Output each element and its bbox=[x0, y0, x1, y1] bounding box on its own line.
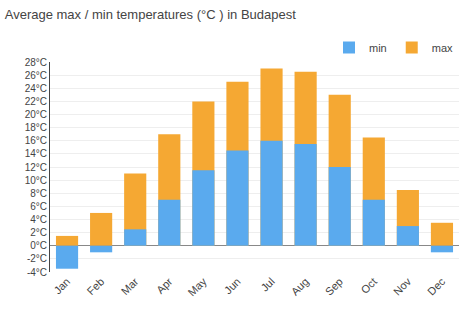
svg-text:Dec: Dec bbox=[425, 275, 448, 298]
svg-text:26°C: 26°C bbox=[25, 70, 47, 81]
svg-text:28°C: 28°C bbox=[25, 57, 47, 68]
svg-text:Jan: Jan bbox=[51, 275, 72, 296]
svg-text:22°C: 22°C bbox=[25, 96, 47, 107]
svg-text:Apr: Apr bbox=[154, 275, 175, 296]
svg-text:May: May bbox=[186, 275, 210, 299]
svg-text:Jul: Jul bbox=[258, 275, 276, 293]
svg-text:16°C: 16°C bbox=[25, 135, 47, 146]
svg-text:14°C: 14°C bbox=[25, 148, 47, 159]
svg-text:24°C: 24°C bbox=[25, 83, 47, 94]
svg-text:Sep: Sep bbox=[323, 275, 345, 297]
svg-text:-2°C: -2°C bbox=[27, 253, 47, 264]
svg-text:Nov: Nov bbox=[391, 275, 414, 298]
svg-text:-4°C: -4°C bbox=[27, 267, 47, 278]
svg-text:max: max bbox=[432, 42, 453, 54]
svg-text:min: min bbox=[369, 42, 387, 54]
svg-text:Aug: Aug bbox=[289, 275, 311, 297]
svg-text:10°C: 10°C bbox=[25, 175, 47, 186]
svg-text:Mar: Mar bbox=[119, 275, 141, 297]
svg-text:12°C: 12°C bbox=[25, 162, 47, 173]
svg-text:8°C: 8°C bbox=[30, 188, 47, 199]
svg-text:4°C: 4°C bbox=[30, 214, 47, 225]
svg-text:20°C: 20°C bbox=[25, 109, 47, 120]
svg-text:0°C: 0°C bbox=[30, 240, 47, 251]
svg-text:18°C: 18°C bbox=[25, 122, 47, 133]
svg-text:6°C: 6°C bbox=[30, 201, 47, 212]
svg-text:Feb: Feb bbox=[85, 275, 107, 297]
svg-text:Oct: Oct bbox=[358, 275, 379, 296]
svg-text:Average max / min temperatures: Average max / min temperatures (°C ) in … bbox=[5, 7, 296, 22]
svg-text:2°C: 2°C bbox=[30, 227, 47, 238]
svg-text:Jun: Jun bbox=[222, 275, 243, 296]
